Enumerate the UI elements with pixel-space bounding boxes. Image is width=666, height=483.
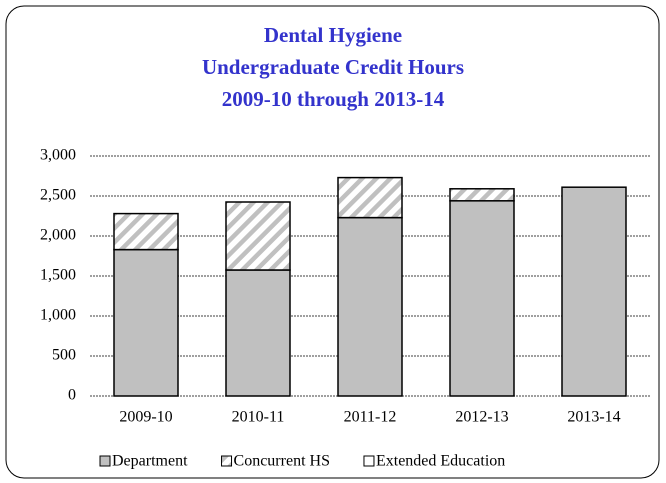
bar-segment bbox=[113, 248, 179, 397]
legend-label: Extended Education bbox=[376, 453, 505, 470]
y-tick-label: 1,500 bbox=[40, 267, 76, 284]
bar-segment bbox=[337, 176, 403, 219]
x-tick-label: 2012-13 bbox=[455, 409, 508, 426]
chart-title: 2009-10 through 2013-14 bbox=[222, 87, 445, 111]
chart-title: Undergraduate Credit Hours bbox=[202, 55, 464, 79]
legend-swatch bbox=[221, 455, 233, 467]
y-tick-label: 0 bbox=[68, 387, 76, 404]
y-tick-label: 2,000 bbox=[40, 227, 76, 244]
bar-segment bbox=[225, 269, 291, 397]
y-tick-label: 1,000 bbox=[40, 307, 76, 324]
chart-title: Dental Hygiene bbox=[264, 23, 402, 47]
bar-segment bbox=[561, 186, 627, 397]
legend-label: Concurrent HS bbox=[234, 453, 330, 470]
y-tick-label: 3,000 bbox=[40, 147, 76, 164]
y-tick-label: 2,500 bbox=[40, 187, 76, 204]
bar-segment bbox=[449, 200, 515, 397]
bar-segment bbox=[449, 188, 515, 202]
x-tick-label: 2009-10 bbox=[119, 409, 172, 426]
legend-swatch bbox=[363, 455, 375, 467]
x-tick-label: 2013-14 bbox=[567, 409, 620, 426]
bar-segment bbox=[225, 201, 291, 271]
x-tick-label: 2011-12 bbox=[344, 409, 397, 426]
x-tick-label: 2010-11 bbox=[232, 409, 285, 426]
y-tick-label: 500 bbox=[52, 347, 76, 364]
legend-label: Department bbox=[112, 453, 188, 470]
legend-swatch bbox=[99, 455, 111, 467]
bar-segment bbox=[337, 216, 403, 397]
bar-segment bbox=[113, 212, 179, 251]
